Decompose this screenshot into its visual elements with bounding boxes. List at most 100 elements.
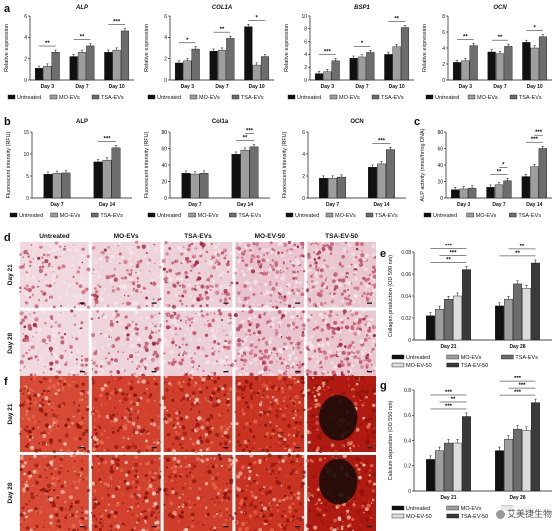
stain-speck	[311, 284, 316, 289]
stain-speck	[350, 313, 354, 317]
stain-speck	[35, 331, 38, 334]
stain-speck	[236, 256, 239, 259]
stain-speck	[42, 309, 47, 314]
stain-speck	[125, 337, 130, 342]
stain-speck	[282, 247, 284, 249]
stain-speck	[44, 273, 48, 277]
stain-speck	[368, 422, 372, 426]
stain-speck	[30, 508, 33, 512]
stain-speck	[217, 342, 220, 346]
stain-speck	[338, 283, 343, 287]
stain-speck	[100, 290, 104, 294]
stain-speck	[85, 304, 88, 307]
stain-speck	[91, 496, 95, 500]
stain-speck	[355, 358, 360, 363]
stain-speck	[51, 266, 53, 268]
stain-speck	[57, 323, 62, 328]
stain-speck	[371, 244, 376, 249]
stain-speck	[99, 457, 104, 462]
micro-tile	[19, 240, 91, 310]
stain-speck	[100, 332, 102, 335]
stain-speck	[20, 416, 23, 419]
stain-speck	[269, 360, 274, 365]
stain-speck	[248, 310, 252, 314]
bar	[190, 173, 200, 199]
stain-speck	[45, 423, 49, 428]
stain-speck	[252, 242, 256, 246]
stain-speck	[37, 426, 39, 429]
stain-speck	[333, 324, 337, 328]
stain-speck	[367, 358, 372, 363]
stain-speck	[194, 397, 200, 402]
stain-speck	[368, 413, 371, 416]
stain-speck	[174, 513, 177, 516]
stain-speck	[181, 337, 185, 341]
stain-speck	[314, 306, 316, 308]
stain-speck	[211, 285, 214, 288]
stain-speck	[258, 488, 262, 492]
stain-speck	[142, 364, 144, 366]
stain-speck	[54, 513, 59, 517]
stain-speck	[111, 494, 116, 499]
stain-speck	[51, 328, 56, 333]
stain-speck	[311, 413, 316, 418]
stain-speck	[223, 283, 226, 286]
stain-speck	[154, 246, 158, 251]
stain-speck	[149, 409, 151, 411]
stain-speck	[47, 391, 50, 394]
stain-speck	[322, 241, 324, 244]
stain-speck	[272, 497, 277, 502]
stain-speck	[227, 256, 230, 259]
stain-speck	[33, 393, 38, 397]
y-tick-label: 0.2	[404, 464, 411, 470]
stain-speck	[236, 259, 241, 264]
stain-speck	[316, 407, 320, 411]
bar	[495, 305, 504, 341]
stain-speck	[145, 301, 150, 305]
stain-speck	[206, 426, 210, 430]
sig-label: *	[502, 162, 505, 168]
stain-speck	[287, 485, 292, 490]
stain-speck	[40, 431, 43, 435]
stain-speck	[211, 391, 216, 395]
stain-speck	[363, 359, 365, 361]
stain-speck	[373, 430, 376, 433]
stain-speck	[347, 346, 350, 350]
stain-speck	[362, 416, 366, 420]
legend-swatch	[365, 212, 374, 218]
stain-speck	[76, 305, 79, 308]
stain-speck	[65, 514, 68, 516]
stain-speck	[238, 527, 243, 531]
stain-speck	[22, 256, 25, 259]
stain-speck	[361, 504, 365, 508]
stain-speck	[51, 524, 54, 528]
stain-speck	[137, 502, 139, 504]
stain-speck	[281, 270, 283, 272]
stain-speck	[366, 503, 371, 508]
legend-label: MO-EVs	[339, 95, 360, 101]
stain-speck	[215, 345, 219, 349]
stain-speck	[90, 293, 94, 297]
stain-speck	[177, 246, 182, 250]
stain-speck	[56, 524, 58, 527]
stain-speck	[353, 401, 358, 406]
y-tick-label: 8	[442, 14, 445, 20]
stain-speck	[225, 303, 227, 306]
stain-speck	[302, 408, 306, 412]
bar	[486, 187, 495, 199]
stain-speck	[200, 425, 205, 430]
stain-speck	[117, 350, 120, 353]
sig-label: ***	[378, 138, 386, 144]
stain-speck	[145, 288, 149, 292]
stain-speck	[262, 305, 267, 310]
stain-speck	[371, 347, 375, 351]
stain-speck	[41, 338, 46, 343]
stain-speck	[27, 268, 32, 273]
stain-speck	[73, 403, 76, 406]
stain-speck	[179, 277, 184, 281]
stain-speck	[162, 405, 166, 410]
stain-speck	[151, 491, 157, 496]
stain-speck	[267, 308, 272, 313]
stain-speck	[289, 345, 294, 350]
